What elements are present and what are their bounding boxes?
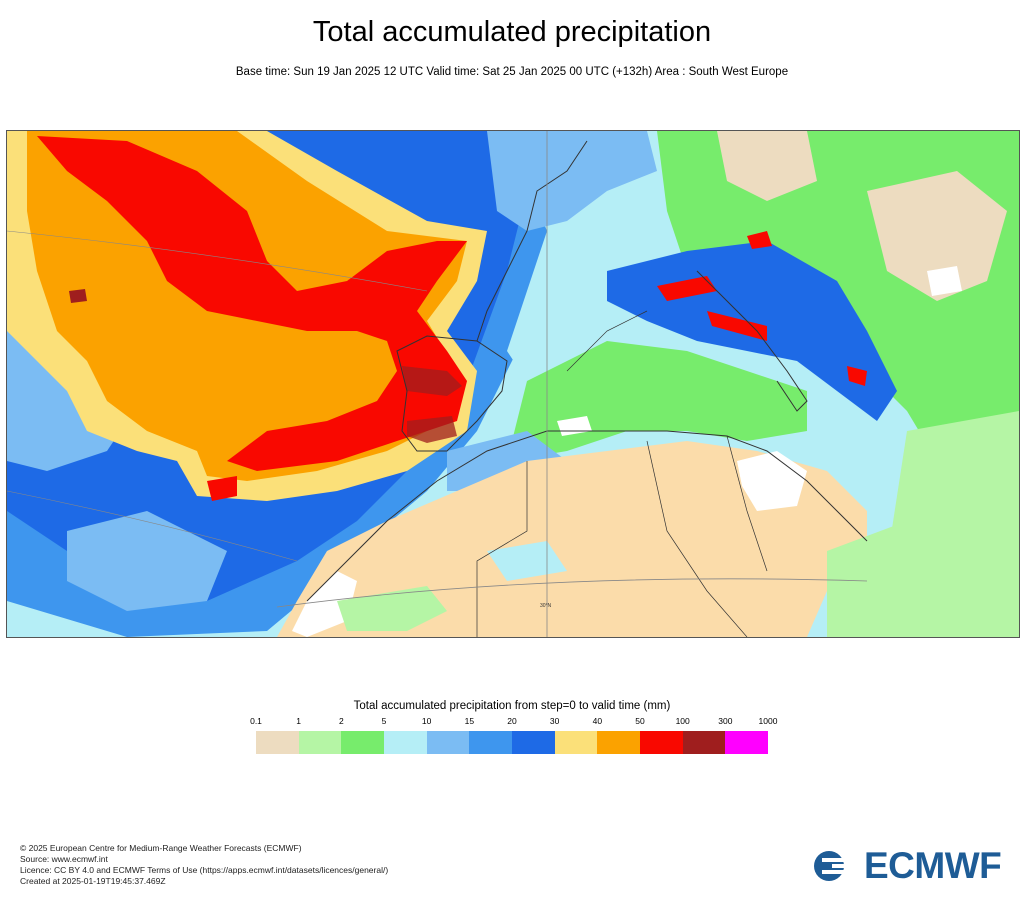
border-lines: [476, 310, 768, 637]
footer-copyright: © 2025 European Centre for Medium-Range …: [20, 843, 302, 853]
coastline-france: [476, 140, 588, 342]
graticule-diag: [7, 230, 428, 562]
greece-white: [927, 266, 962, 296]
legend-swatch: [426, 731, 470, 754]
band-darkred-3: [69, 289, 87, 303]
legend-tick-label: 300: [718, 716, 733, 726]
balkans-dry: [867, 171, 1007, 301]
legend-tick-label: 0.1: [250, 716, 262, 726]
latitude-label: 30°N: [540, 603, 552, 609]
med-red-2: [707, 311, 767, 341]
sahara-white-2: [737, 451, 807, 511]
footer-source: Source: www.ecmwf.int: [20, 854, 108, 864]
legend-tick-label: 20: [507, 716, 517, 726]
atlantic-light-blue-patch-2: [67, 511, 227, 611]
band-darkred-2: [407, 416, 457, 443]
band-red: [37, 136, 467, 471]
band-red-spot: [207, 476, 237, 501]
subtitle: Base time: Sun 19 Jan 2025 12 UTC Valid …: [235, 66, 789, 78]
legend-swatch: [256, 731, 299, 754]
ecmwf-logo-text: ECMWF: [864, 845, 1002, 886]
legend-swatch: [597, 731, 641, 754]
legend-tick-label: 30: [549, 716, 560, 726]
legend-swatch: [640, 731, 683, 754]
legend-tick-label: 15: [464, 716, 475, 726]
legend-swatch: [682, 731, 726, 754]
legend-ticks: 0.1 1 2 5 10 15 20 30 40 50 100 300 1000: [250, 716, 777, 730]
legend-swatch: [384, 731, 427, 754]
ecmwf-logo: ECMWF: [812, 845, 1008, 886]
legend-swatch: [469, 731, 513, 754]
footer-credits: © 2025 European Centre for Medium-Range …: [20, 843, 388, 887]
europe-blue: [487, 131, 657, 231]
legend-swatch: [341, 731, 385, 754]
page-title: Total accumulated precipitation: [312, 16, 712, 48]
legend-tick-label: 2: [338, 716, 344, 726]
legend-tick-label: 40: [592, 716, 603, 726]
footer-created: Created at 2025-01-19T19:45:37.469Z: [20, 876, 166, 886]
legend-swatch: [725, 731, 769, 754]
coastline-italy: [696, 270, 808, 412]
legend-swatch: [298, 731, 342, 754]
med-red-4: [747, 231, 772, 249]
legend-tick-label: 1000: [758, 716, 778, 726]
footer-licence: Licence: CC BY 4.0 and ECMWF Terms of Us…: [20, 865, 389, 875]
legend-swatch: [554, 731, 598, 754]
legend-tick-label: 50: [635, 716, 645, 726]
med-red-1: [657, 276, 717, 301]
coastline-africa: [306, 430, 868, 602]
legend-tick-label: 1: [296, 716, 302, 726]
legend-swatch: [512, 731, 555, 754]
sahara-green-patch: [337, 586, 447, 631]
sahara-white-1: [292, 571, 357, 637]
ecmwf-logo-icon: [814, 851, 856, 881]
southeast-greens: [827, 521, 1019, 637]
map-svg: 30°N: [7, 131, 1019, 637]
graticule-30n: [276, 578, 868, 608]
legend-title: Total accumulated precipitation from ste…: [353, 700, 671, 712]
med-red-3: [847, 366, 867, 386]
coastline-iberia: [396, 335, 508, 452]
alps-dry: [717, 131, 817, 201]
legend-colorbar: [256, 731, 769, 754]
legend-tick-label: 10: [421, 716, 432, 726]
legend-tick-label: 100: [675, 716, 690, 726]
band-darkred: [402, 366, 462, 396]
legend-tick-label: 5: [381, 716, 387, 726]
precipitation-map: 30°N: [6, 130, 1020, 638]
